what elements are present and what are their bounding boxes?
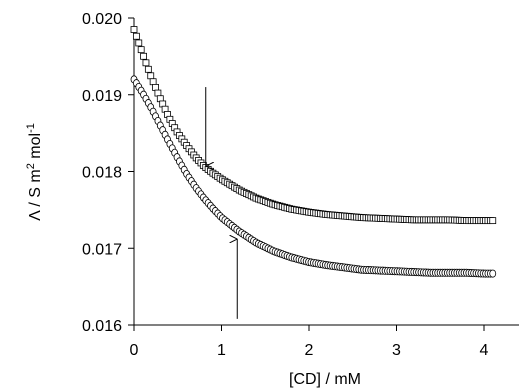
data-point-square (142, 59, 150, 67)
data-point-square (135, 39, 143, 47)
x-tick-label: 1 (217, 342, 226, 359)
data-point-square (154, 89, 162, 97)
x-ticks: 0 1 2 3 4 (130, 325, 489, 359)
y-axis-title-unit-2: mol (27, 133, 44, 163)
x-tick-label: 2 (305, 342, 314, 359)
data-point-square (152, 84, 159, 91)
data-series (130, 26, 497, 278)
x-tick-label: 4 (480, 342, 489, 359)
data-point-square (149, 78, 157, 86)
x-tick-label: 0 (130, 342, 139, 359)
data-point-square (147, 72, 155, 80)
y-ticks: 0.016 0.017 0.018 0.019 0.020 (82, 11, 134, 335)
series-circle (130, 75, 497, 278)
y-tick-label: 0.019 (82, 88, 122, 105)
y-tick-label: 0.020 (82, 11, 122, 28)
y-axis-title-symbol: Λ (27, 210, 44, 221)
data-point-square (489, 217, 497, 225)
y-tick-label: 0.018 (82, 165, 122, 182)
annotations (205, 87, 238, 319)
y-tick-label: 0.017 (82, 241, 122, 258)
y-axis-title: Λ / S m2 mol-1 (25, 123, 44, 221)
data-point-square (140, 52, 147, 60)
data-point-square (132, 32, 140, 40)
y-axis-title-sup-2: -1 (25, 123, 37, 133)
data-point-square (137, 46, 145, 54)
x-axis-title: [CD] / mM (289, 371, 361, 388)
y-tick-label: 0.016 (82, 318, 122, 335)
series-square (130, 26, 497, 225)
y-axis-title-sup-1: 2 (25, 163, 37, 169)
data-point-square (130, 26, 138, 33)
x-tick-label: 3 (392, 342, 401, 359)
data-point-circle (489, 269, 497, 278)
fit-line (133, 29, 493, 222)
y-axis-title-unit-1: / S m (27, 169, 44, 211)
data-point-square (144, 65, 152, 73)
